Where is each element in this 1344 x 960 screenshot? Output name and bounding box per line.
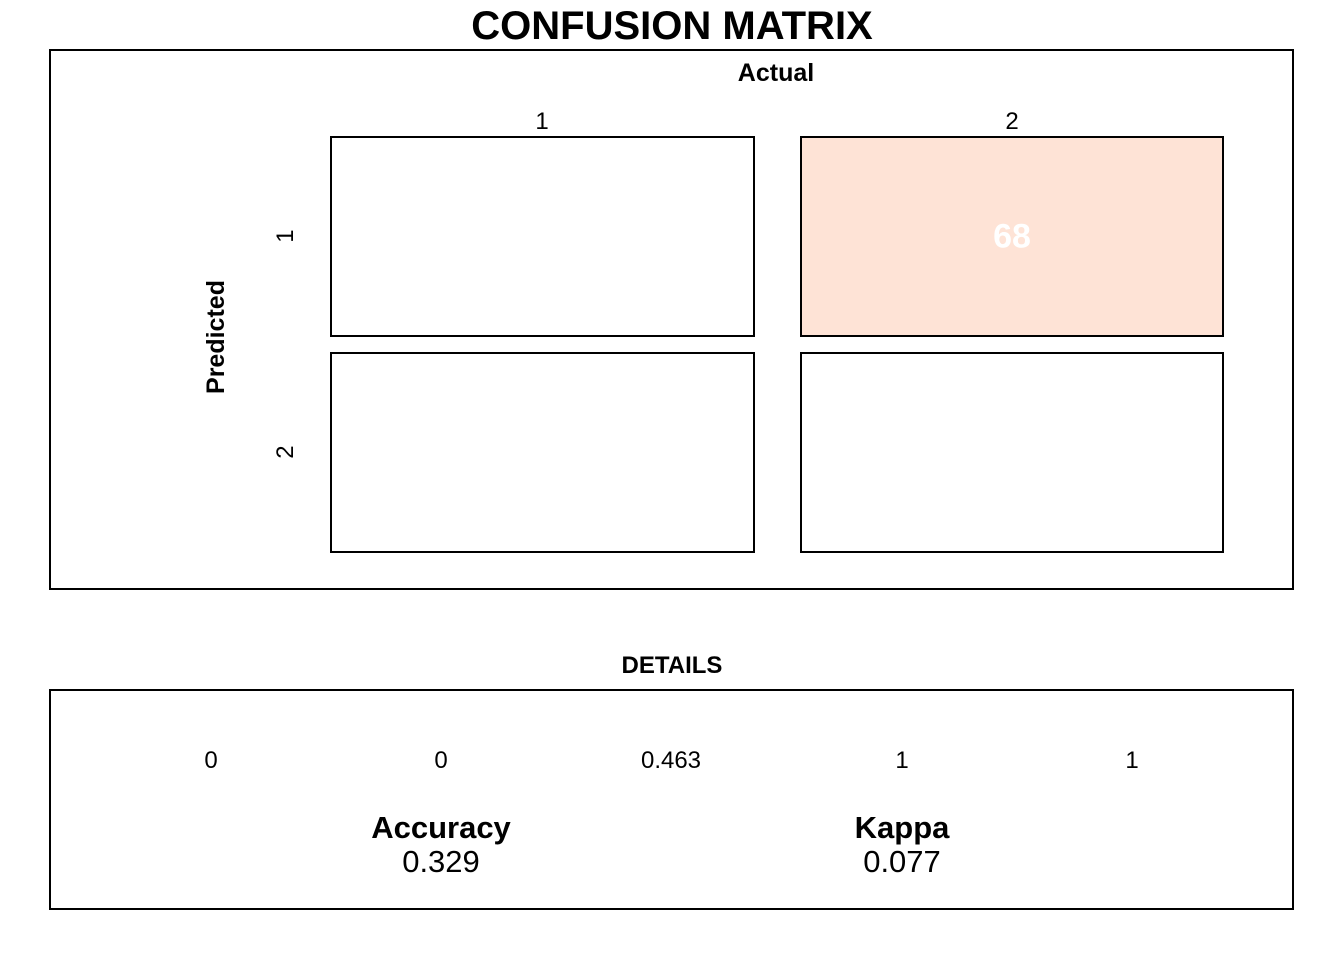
cell-value-1-2: 68 bbox=[993, 217, 1031, 255]
chart-title: CONFUSION MATRIX bbox=[471, 4, 873, 48]
x-axis-label: Actual bbox=[737, 59, 815, 87]
kappa-label: Kappa bbox=[854, 810, 950, 845]
detail-value-1: 0 bbox=[204, 747, 218, 774]
details-panel bbox=[49, 689, 1294, 910]
matrix-panel bbox=[49, 49, 1294, 590]
matrix-cell-1-1 bbox=[330, 136, 755, 337]
detail-value-5: 1 bbox=[1125, 747, 1139, 774]
detail-value-4: 1 bbox=[895, 747, 909, 774]
accuracy-label: Accuracy bbox=[371, 810, 511, 845]
column-label-1: 1 bbox=[535, 108, 549, 135]
kappa-value: 0.077 bbox=[863, 844, 941, 879]
detail-value-3: 0.463 bbox=[640, 747, 702, 774]
column-label-2: 2 bbox=[1005, 108, 1019, 135]
accuracy-value: 0.329 bbox=[402, 844, 480, 879]
y-axis-label: Predicted bbox=[202, 280, 230, 394]
row-label-1: 1 bbox=[272, 229, 299, 243]
matrix-cell-2-2 bbox=[800, 352, 1224, 553]
row-label-2: 2 bbox=[272, 445, 299, 459]
matrix-cell-1-2: 68 bbox=[800, 136, 1224, 337]
details-title: DETAILS bbox=[621, 652, 723, 679]
matrix-cell-2-1 bbox=[330, 352, 755, 553]
detail-value-2: 0 bbox=[434, 747, 448, 774]
